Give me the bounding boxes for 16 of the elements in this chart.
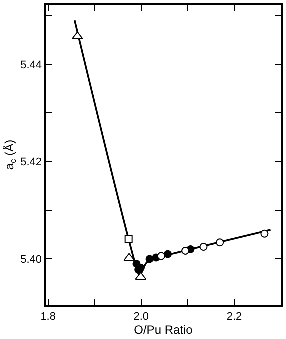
x-tick-label: 2.0 [134, 310, 150, 323]
x-tick-label: 2.2 [226, 310, 242, 323]
x-axis-title: O/Pu Ratio [134, 322, 194, 337]
y-tick-label: 5.40 [20, 254, 42, 266]
point [146, 255, 154, 264]
point [157, 252, 166, 260]
point [182, 246, 190, 255]
y-tick-label: 5.42 [20, 156, 42, 169]
y-tick-label: 5.44 [20, 59, 42, 72]
point [124, 235, 133, 244]
point [260, 230, 269, 238]
line-series [74, 20, 272, 278]
point [164, 250, 172, 258]
point [216, 238, 224, 247]
point [200, 243, 208, 252]
x-tick-label: 1.8 [40, 310, 56, 323]
